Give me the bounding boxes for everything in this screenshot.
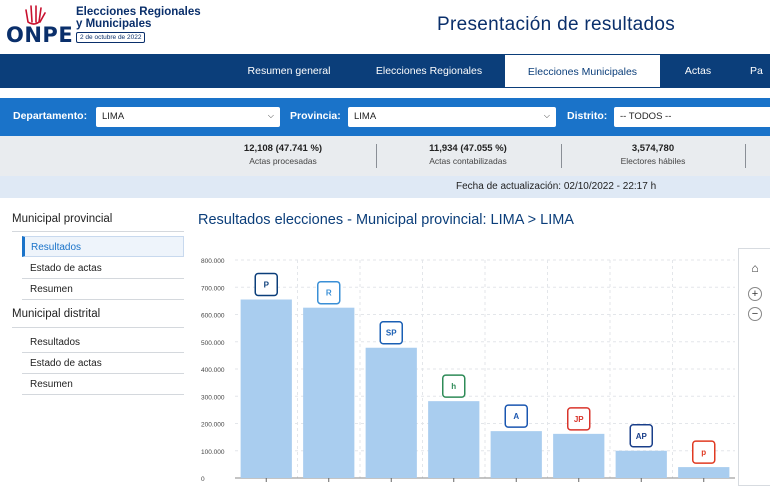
sidebar-section-municipal-distrital[interactable]: Municipal distrital	[12, 308, 101, 320]
y-tick-label: 400.000	[201, 367, 225, 374]
party-logo-icon	[317, 280, 341, 305]
party-logo-icon	[629, 424, 653, 448]
chart-toolbar: ⌂ + −	[738, 248, 770, 486]
stat-value: 11,934 (47.055 %)	[429, 143, 507, 154]
y-tick-label: 300.000	[201, 394, 225, 401]
home-icon[interactable]: ⌂	[751, 261, 759, 275]
sidebar-item-resumen-distrital[interactable]: Resumen	[22, 374, 184, 395]
sidebar-section-municipal-provincial[interactable]: Municipal provincial	[12, 213, 113, 225]
zoom-in-icon[interactable]: +	[748, 287, 762, 301]
stat-electores-habiles: 3,574,780 Electores hábiles	[578, 143, 728, 166]
party-logo-label: P	[264, 281, 270, 290]
bar	[553, 433, 605, 478]
party-logo-icon	[379, 320, 403, 345]
main-nav: Resumen general Elecciones Regionales El…	[0, 54, 770, 88]
chart-title: Resultados elecciones - Municipal provin…	[198, 212, 574, 228]
y-tick-label: 200.000	[201, 422, 225, 429]
brand-date: 2 de octubre de 2022	[76, 32, 146, 43]
bar	[365, 347, 417, 478]
party-logo-icon	[504, 404, 528, 428]
provincia-select[interactable]: LIMA ⌵	[348, 107, 556, 127]
stats-bar: 12,108 (47.741 %) Actas procesadas 11,93…	[0, 136, 770, 176]
sidebar-divider	[12, 231, 184, 232]
tab-elecciones-municipales[interactable]: Elecciones Municipales	[504, 54, 661, 88]
onpe-logo[interactable]: ONPE	[6, 23, 74, 47]
sidebar-item-resultados[interactable]: Resultados	[22, 236, 184, 257]
y-tick-label: 500.000	[201, 340, 225, 347]
stat-divider	[376, 144, 377, 168]
party-logo-icon	[567, 407, 591, 431]
distrito-select[interactable]: -- TODOS --	[614, 107, 770, 127]
party-logo-label: R	[326, 289, 332, 298]
provincia-label: Provincia:	[290, 110, 341, 122]
brand-line-1: Elecciones Regionales	[76, 6, 201, 18]
stat-label: Electores hábiles	[620, 156, 686, 166]
raised-hand-logo-icon	[25, 5, 46, 25]
bar	[428, 401, 480, 478]
stat-divider	[745, 144, 746, 168]
provincia-value: LIMA	[354, 111, 377, 122]
party-logo-label: p	[701, 448, 706, 457]
distrito-value: -- TODOS --	[620, 111, 672, 122]
stat-value: 12,108 (47.741 %)	[243, 143, 323, 154]
departamento-select[interactable]: LIMA ⌵	[96, 107, 280, 127]
y-tick-label: 800.000	[201, 258, 225, 265]
departamento-value: LIMA	[102, 111, 125, 122]
stat-actas-procesadas: 12,108 (47.741 %) Actas procesadas	[208, 143, 358, 166]
stat-label: Actas procesadas	[249, 156, 317, 166]
tab-resumen-general[interactable]: Resumen general	[247, 65, 331, 77]
y-tick-label: 100.000	[201, 449, 225, 456]
bar	[303, 307, 355, 478]
party-logo-label: A	[513, 412, 519, 421]
chevron-down-icon: ⌵	[543, 111, 550, 120]
party-logo-label: SP	[386, 329, 397, 338]
party-logo-icon	[442, 374, 466, 398]
filter-bar: Departamento: LIMA ⌵ Provincia: LIMA ⌵ D…	[0, 98, 770, 136]
stat-actas-contabilizadas: 11,934 (47.055 %) Actas contabilizadas	[393, 143, 543, 166]
party-logo-label: AP	[636, 432, 648, 441]
update-bar: Fecha de actualización: 02/10/2022 - 22:…	[0, 176, 770, 198]
bar	[678, 467, 730, 478]
party-logo-label: h	[451, 382, 456, 391]
sidebar-divider	[12, 327, 184, 328]
tab-actas[interactable]: Actas	[684, 65, 712, 77]
y-tick-label: 0	[201, 476, 205, 483]
sidebar-item-estado-de-actas-distrital[interactable]: Estado de actas	[22, 353, 184, 374]
sidebar-item-resumen[interactable]: Resumen	[22, 279, 184, 300]
zoom-out-icon[interactable]: −	[748, 307, 762, 321]
sidebar-item-resultados-distrital[interactable]: Resultados	[22, 332, 184, 353]
chevron-down-icon: ⌵	[267, 111, 274, 120]
update-timestamp: Fecha de actualización: 02/10/2022 - 22:…	[456, 181, 657, 192]
party-logo-label: JP	[574, 415, 584, 424]
y-tick-label: 700.000	[201, 285, 225, 292]
site-header: ONPE Elecciones Regionales y Municipales…	[0, 0, 770, 54]
party-logo-icon	[254, 272, 278, 297]
tab-participacion[interactable]: Pa	[750, 65, 763, 77]
sidebar-item-estado-de-actas[interactable]: Estado de actas	[22, 258, 184, 279]
y-tick-label: 600.000	[201, 313, 225, 320]
bar	[490, 431, 542, 478]
brand-line-2: y Municipales	[76, 18, 152, 30]
stat-label: Actas contabilizadas	[429, 156, 507, 166]
distrito-label: Distrito:	[567, 110, 608, 122]
bar	[615, 450, 667, 478]
stat-divider	[561, 144, 562, 168]
page-title: Presentación de resultados	[437, 14, 676, 35]
bar	[240, 299, 292, 478]
results-bar-chart: 0 100.000 200.000 300.000 400.000 500.000 600.…	[201, 258, 735, 483]
stat-value: 3,574,780	[631, 143, 675, 154]
departamento-label: Departamento:	[13, 110, 88, 122]
party-logo-icon	[692, 440, 716, 464]
tab-elecciones-regionales[interactable]: Elecciones Regionales	[375, 65, 483, 77]
